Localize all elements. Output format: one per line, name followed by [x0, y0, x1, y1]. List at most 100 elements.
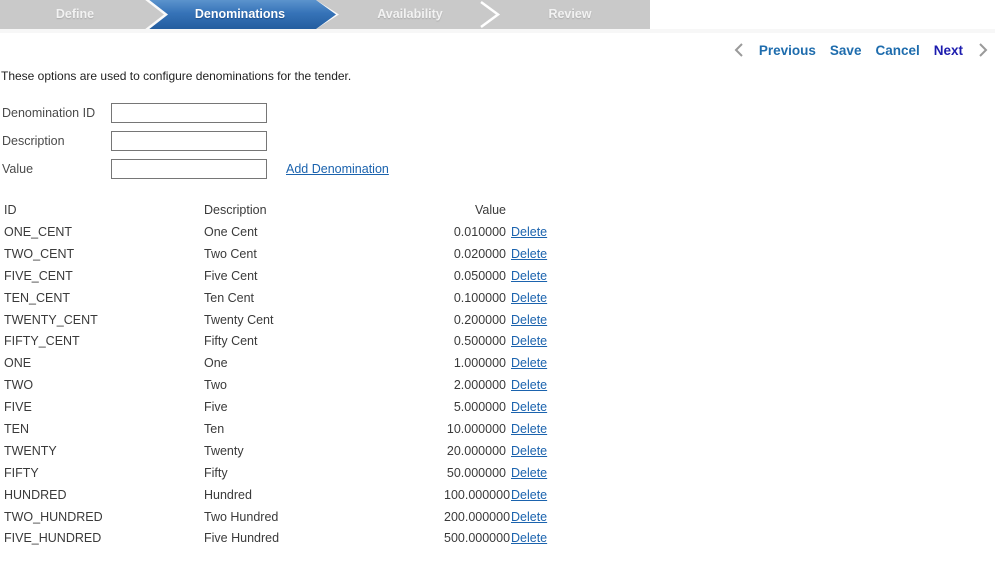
- row-delete-link[interactable]: Delete: [511, 268, 548, 283]
- description-input[interactable]: [111, 130, 267, 151]
- row-description: Five Cent: [204, 268, 258, 283]
- row-id: TWENTY: [4, 443, 57, 458]
- save-link[interactable]: Save: [829, 42, 862, 58]
- header-value: Value: [474, 203, 506, 217]
- denomination-id-input[interactable]: [111, 102, 267, 123]
- add-denomination-link[interactable]: Add Denomination: [286, 161, 389, 176]
- row-id: HUNDRED: [4, 487, 67, 502]
- table-row: TWO_HUNDRED Two Hundred 200.000000 Delet…: [4, 506, 556, 528]
- header-id: ID: [4, 203, 17, 217]
- row-description: One Cent: [204, 224, 258, 239]
- row-delete-link[interactable]: Delete: [511, 290, 548, 305]
- row-value: 0.500000: [453, 334, 506, 349]
- denomination-form: Denomination ID Description Value Add De…: [2, 102, 389, 186]
- tab-availability[interactable]: Availability: [377, 7, 443, 21]
- wizard-nav: Previous Save Cancel Next: [733, 40, 989, 60]
- row-description: Twenty Cent: [204, 312, 274, 327]
- row-value: 500.000000: [444, 531, 511, 546]
- intro-text: These options are used to configure deno…: [1, 69, 352, 83]
- previous-link[interactable]: Previous: [758, 42, 816, 58]
- row-description: Fifty: [204, 465, 228, 480]
- row-value: 200.000000: [444, 509, 511, 524]
- next-chevron-icon[interactable]: [977, 41, 989, 59]
- row-delete-link[interactable]: Delete: [511, 378, 548, 393]
- row-description: Twenty: [204, 443, 244, 458]
- row-id: ONE: [4, 356, 32, 371]
- description-row: Description: [2, 130, 389, 151]
- row-value: 0.100000: [453, 290, 506, 305]
- wizard-tab-bar: Define Denominations Availability Review: [0, 0, 650, 29]
- row-value: 5.000000: [453, 400, 506, 415]
- row-description: Five Hundred: [204, 531, 280, 546]
- row-id: TWO: [4, 378, 34, 393]
- tab-define[interactable]: Define: [55, 7, 95, 21]
- row-id: FIFTY: [4, 465, 39, 480]
- description-label: Description: [2, 133, 65, 148]
- table-row: FIFTY_CENT Fifty Cent 0.500000 Delete: [4, 330, 556, 352]
- table-row: HUNDRED Hundred 100.000000 Delete: [4, 484, 556, 506]
- row-value: 0.200000: [453, 312, 506, 327]
- denominations-table: ID Description Value ONE_CENT One Cent 0…: [4, 199, 556, 549]
- value-label: Value: [2, 161, 34, 176]
- row-description: Five: [204, 400, 228, 415]
- value-row: Value Add Denomination: [2, 158, 389, 179]
- table-row: FIVE_CENT Five Cent 0.050000 Delete: [4, 265, 556, 287]
- table-rows: ONE_CENT One Cent 0.010000 Delete TWO_CE…: [4, 221, 556, 549]
- row-delete-link[interactable]: Delete: [511, 312, 548, 327]
- row-delete-link[interactable]: Delete: [511, 400, 548, 415]
- row-description: Ten Cent: [204, 290, 255, 305]
- row-id: ONE_CENT: [4, 224, 73, 239]
- tab-review[interactable]: Review: [548, 7, 592, 21]
- row-id: TWO_CENT: [4, 246, 75, 261]
- tab-arrow-graphics: [145, 0, 501, 29]
- table-row: FIVE Five 5.000000 Delete: [4, 396, 556, 418]
- row-delete-link[interactable]: Delete: [511, 356, 548, 371]
- row-delete-link[interactable]: Delete: [511, 487, 548, 502]
- next-link[interactable]: Next: [933, 42, 963, 58]
- row-description: Two: [204, 378, 227, 393]
- row-delete-link[interactable]: Delete: [511, 531, 548, 546]
- row-delete-link[interactable]: Delete: [511, 465, 548, 480]
- row-value: 100.000000: [444, 487, 511, 502]
- cancel-link[interactable]: Cancel: [875, 42, 920, 58]
- row-value: 0.010000: [453, 224, 506, 239]
- row-description: Hundred: [204, 487, 252, 502]
- table-row: ONE_CENT One Cent 0.010000 Delete: [4, 221, 556, 243]
- row-id: TWENTY_CENT: [4, 312, 98, 327]
- denomination-id-row: Denomination ID: [2, 102, 389, 123]
- row-value: 0.050000: [453, 268, 506, 283]
- row-value: 0.020000: [453, 246, 506, 261]
- row-id: TEN: [4, 421, 29, 436]
- row-value: 20.000000: [446, 443, 506, 458]
- row-id: TWO_HUNDRED: [4, 509, 103, 524]
- table-header-row: ID Description Value: [4, 199, 556, 221]
- table-row: TWENTY_CENT Twenty Cent 0.200000 Delete: [4, 309, 556, 331]
- value-input[interactable]: [111, 158, 267, 179]
- table-row: ONE One 1.000000 Delete: [4, 352, 556, 374]
- row-id: FIFTY_CENT: [4, 334, 80, 349]
- denomination-id-label: Denomination ID: [2, 105, 96, 120]
- row-value: 1.000000: [453, 356, 506, 371]
- table-row: TWENTY Twenty 20.000000 Delete: [4, 440, 556, 462]
- row-id: FIVE: [4, 400, 32, 415]
- row-delete-link[interactable]: Delete: [511, 509, 548, 524]
- table-row: TEN Ten 10.000000 Delete: [4, 418, 556, 440]
- row-delete-link[interactable]: Delete: [511, 224, 548, 239]
- header-description: Description: [204, 203, 267, 217]
- row-delete-link[interactable]: Delete: [511, 334, 548, 349]
- table-row: TWO Two 2.000000 Delete: [4, 374, 556, 396]
- table-row: TWO_CENT Two Cent 0.020000 Delete: [4, 243, 556, 265]
- row-value: 2.000000: [453, 378, 506, 393]
- row-description: Ten: [204, 421, 225, 436]
- table-row: FIVE_HUNDRED Five Hundred 500.000000 Del…: [4, 527, 556, 549]
- row-description: Two Hundred: [204, 509, 279, 524]
- row-id: FIVE_HUNDRED: [4, 531, 102, 546]
- tab-denominations[interactable]: Denominations: [194, 7, 286, 21]
- table-row: FIFTY Fifty 50.000000 Delete: [4, 462, 556, 484]
- row-delete-link[interactable]: Delete: [511, 443, 548, 458]
- row-id: TEN_CENT: [4, 290, 70, 305]
- row-delete-link[interactable]: Delete: [511, 421, 548, 436]
- row-delete-link[interactable]: Delete: [511, 246, 548, 261]
- row-id: FIVE_CENT: [4, 268, 73, 283]
- previous-chevron-icon[interactable]: [733, 41, 745, 59]
